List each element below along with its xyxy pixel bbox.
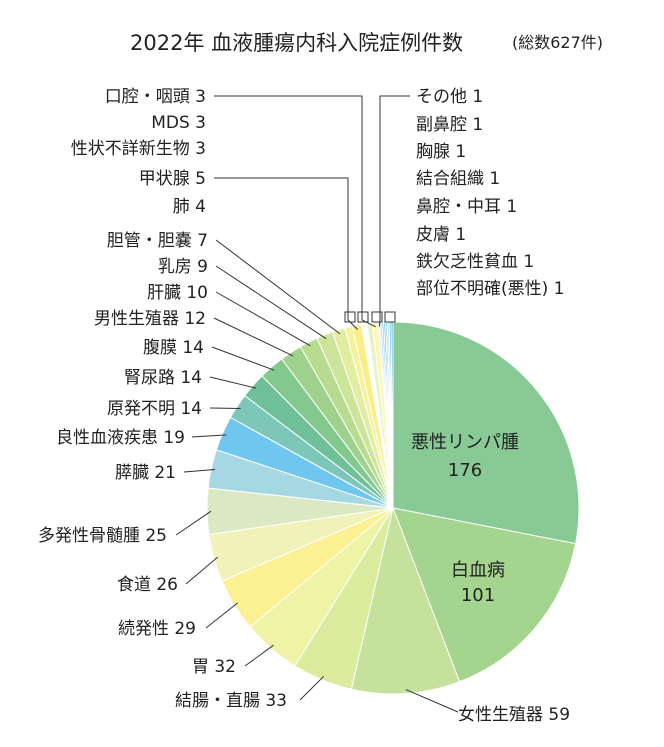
leader-line-18 xyxy=(215,239,341,335)
leader-line-17 xyxy=(215,265,327,340)
leader-line-8 xyxy=(185,556,219,585)
slice-label-21: 性状不詳新生物 3 xyxy=(71,139,206,159)
slice-label-31: 部位不明確(悪性) 1 xyxy=(416,279,564,299)
leader-line-20 xyxy=(214,177,359,330)
slice-label-17: 乳房 9 xyxy=(158,257,208,277)
slice-label-29: 皮膚 1 xyxy=(416,225,466,245)
slice-label-5: 結腸・直腸 33 xyxy=(175,691,287,711)
chart-title: 2022年 血液腫瘍内科入院症例件数 xyxy=(130,31,463,55)
slice-label-0: 悪性リンパ腫 xyxy=(411,432,519,453)
leader-line-5 xyxy=(299,675,325,701)
slice-label-9: 多発性骨髄腫 25 xyxy=(38,526,167,546)
slice-0 xyxy=(392,321,580,545)
leader-line-11 xyxy=(191,434,227,438)
slice-label-23: 口腔・咽頭 3 xyxy=(105,87,206,107)
slice-label-4: 女性生殖器 59 xyxy=(458,705,570,725)
leader-line-6 xyxy=(244,644,274,667)
slice-label-22: MDS 3 xyxy=(151,113,206,133)
slice-label-1: 176 xyxy=(448,460,482,481)
slice-2 xyxy=(350,506,461,695)
leader-line-7 xyxy=(205,602,239,629)
slice-1 xyxy=(392,507,577,683)
leader-line-14 xyxy=(211,346,275,371)
leader-lines xyxy=(175,95,459,713)
leader-line-4 xyxy=(405,689,459,713)
slice-label-14: 腹膜 14 xyxy=(143,338,204,358)
leader-line-24 xyxy=(378,95,410,327)
leader-line-13 xyxy=(209,376,257,389)
slice-label-8: 食道 26 xyxy=(117,575,178,595)
slice-label-12: 原発不明 14 xyxy=(107,399,202,419)
slice-label-30: 鉄欠乏性貧血 1 xyxy=(416,252,534,272)
slice-label-20: 甲状腺 5 xyxy=(139,169,206,189)
small-slice-marker-1 xyxy=(357,311,369,323)
small-slice-marker-0 xyxy=(344,311,356,323)
slice-label-16: 肝臓 10 xyxy=(147,283,208,303)
leader-line-23 xyxy=(214,95,376,328)
slice-label-26: 胸腺 1 xyxy=(416,142,466,162)
slice-label-24: その他 1 xyxy=(416,87,483,107)
leader-line-15 xyxy=(213,317,294,357)
slice-label-11: 良性血液疾患 19 xyxy=(56,428,185,448)
leader-line-16 xyxy=(215,291,311,347)
small-slice-marker-3 xyxy=(384,311,396,323)
slice-label-28: 鼻腔・中耳 1 xyxy=(416,197,517,217)
slice-label-15: 男性生殖器 12 xyxy=(94,309,206,329)
leader-line-10 xyxy=(183,469,216,473)
leader-line-12 xyxy=(209,407,241,409)
slice-label-3: 101 xyxy=(461,585,495,606)
slice-labels: 悪性リンパ腫 176 白血病 101 女性生殖器 59 結腸・直腸 33 胃 32 続発性 2… xyxy=(38,87,570,725)
chart-subtitle: (総数627件) xyxy=(512,33,603,52)
leader-line-9 xyxy=(175,510,212,536)
slice-label-6: 胃 32 xyxy=(192,657,236,677)
slice-label-7: 続発性 29 xyxy=(118,619,196,639)
slice-label-19: 肺 4 xyxy=(173,197,206,217)
slice-label-27: 結合組織 1 xyxy=(416,169,500,189)
slice-label-10: 膵臓 21 xyxy=(115,463,176,483)
pie-slices xyxy=(206,321,580,695)
slice-label-2: 白血病 xyxy=(451,560,505,581)
slice-label-18: 胆管・胆嚢 7 xyxy=(107,231,208,251)
slice-label-13: 腎尿路 14 xyxy=(124,368,202,388)
slice-label-25: 副鼻腔 1 xyxy=(416,115,483,135)
small-slice-marker-2 xyxy=(371,311,383,323)
